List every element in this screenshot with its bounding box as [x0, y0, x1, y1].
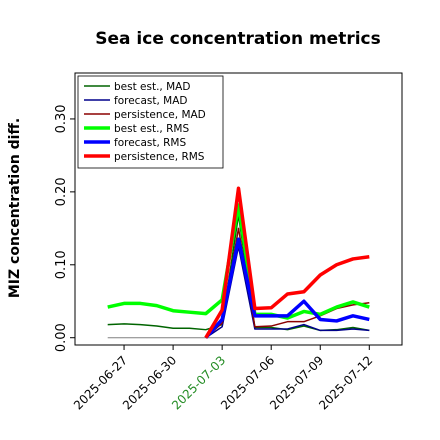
series-line — [204, 237, 370, 339]
series-line — [204, 186, 370, 339]
legend-box — [77, 75, 224, 169]
legend-label: best est., RMS — [114, 123, 189, 135]
y-axis-label: MIZ concentration diff. — [7, 118, 23, 298]
y-tick-label: 0.20 — [54, 177, 69, 206]
legend-label: persistence, RMS — [114, 151, 205, 163]
legend-label: persistence, MAD — [114, 109, 206, 121]
chart-title: Sea ice concentration metrics — [95, 29, 381, 49]
legend-label: forecast, RMS — [114, 137, 186, 149]
y-tick-label: 0.00 — [54, 323, 69, 352]
legend-label: best est., MAD — [114, 81, 190, 93]
legend-label: forecast, MAD — [114, 95, 187, 107]
y-tick-label: 0.30 — [54, 104, 69, 133]
series-line — [107, 203, 370, 320]
y-tick-label: 0.10 — [54, 250, 69, 279]
plot-frame — [74, 72, 403, 346]
